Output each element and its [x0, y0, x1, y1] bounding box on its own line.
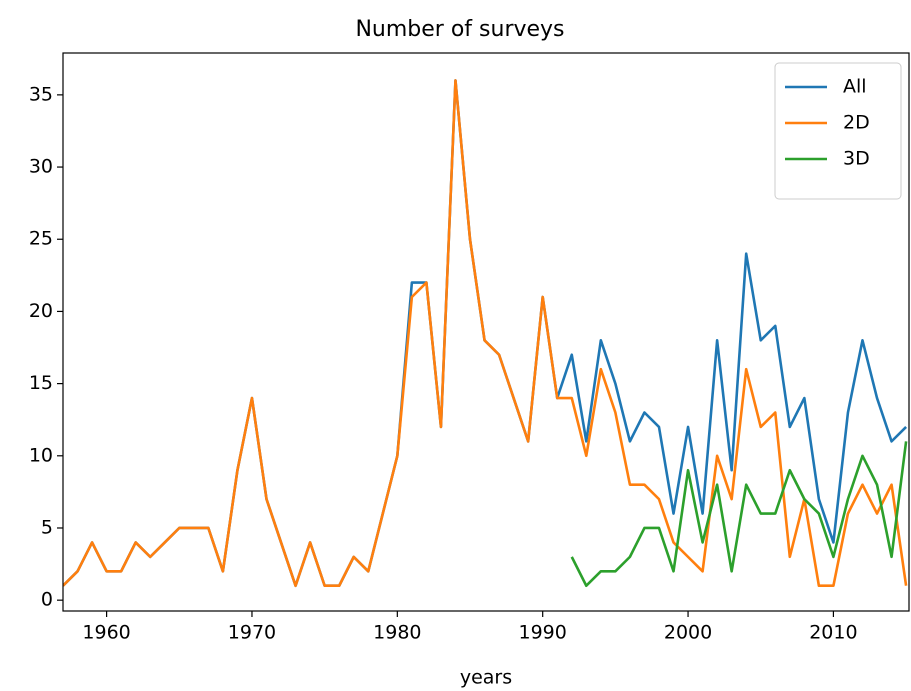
x-tick-label: 1970	[228, 622, 276, 644]
plot-area	[63, 79, 908, 588]
x-tick-label: 2000	[664, 622, 712, 644]
chart-title: Number of surveys	[355, 17, 564, 42]
x-tick-label: 1990	[519, 622, 567, 644]
x-tick-label: 1960	[82, 622, 130, 644]
y-tick-label: 15	[29, 372, 53, 394]
y-tick-label: 10	[29, 444, 53, 466]
x-tick-label: 1980	[373, 622, 421, 644]
x-tick-label: 2010	[809, 622, 857, 644]
y-tick-label: 35	[29, 83, 53, 105]
x-axis-label: years	[460, 667, 512, 689]
legend-box	[774, 62, 902, 200]
y-tick-label: 30	[29, 156, 53, 178]
y-tick-label: 25	[29, 228, 53, 250]
series-line	[63, 79, 908, 588]
legend-label: All	[843, 76, 867, 98]
legend-label: 3D	[843, 148, 870, 170]
y-tick-label: 0	[41, 589, 53, 611]
series-line	[570, 441, 908, 588]
y-tick-label: 20	[29, 300, 53, 322]
axes-frame	[62, 52, 910, 612]
y-tick-label: 5	[41, 516, 53, 538]
legend-label: 2D	[843, 112, 870, 134]
